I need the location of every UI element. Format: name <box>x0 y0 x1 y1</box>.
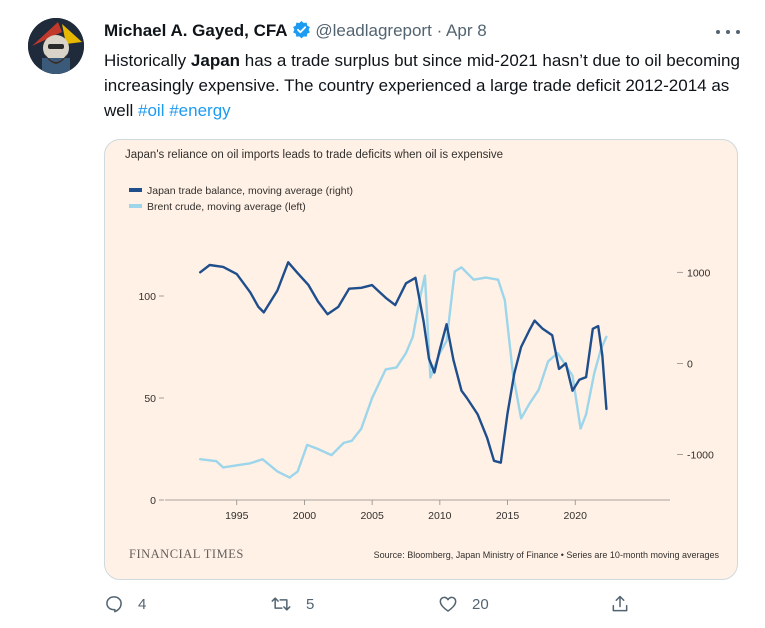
avatar[interactable] <box>28 18 84 74</box>
x-tick-label: 1995 <box>225 510 249 522</box>
tweet-header: Michael A. Gayed, CFA @leadlagreport · A… <box>104 20 487 44</box>
tweet-text: Historically Japan has a trade surplus b… <box>104 48 744 123</box>
y-right-tick-label: -1000 <box>687 449 714 461</box>
tweet-text-bold: Japan <box>190 51 241 70</box>
tweet-actions: 4 5 20 <box>104 594 744 618</box>
series-line-brent <box>199 266 608 479</box>
legend-swatch-trade <box>129 188 142 192</box>
author-name[interactable]: Michael A. Gayed, CFA <box>104 21 288 40</box>
tweet-text-part: has a trade surplus but since mid-2021 h… <box>104 51 740 120</box>
reply-button[interactable]: 4 <box>104 594 146 614</box>
author-handle[interactable]: @leadlagreport <box>315 21 432 40</box>
chart-title: Japan's reliance on oil imports leads to… <box>125 149 503 161</box>
share-icon <box>612 595 628 612</box>
legend-label-trade: Japan trade balance, moving average (rig… <box>147 185 353 197</box>
y-left-tick-label: 0 <box>150 495 156 507</box>
retweet-count: 5 <box>306 595 315 613</box>
chart-image-card[interactable]: Japan's reliance on oil imports leads to… <box>104 139 738 580</box>
y-left-tick-label: 50 <box>144 393 156 405</box>
x-tick-label: 2010 <box>428 510 452 522</box>
retweet-button[interactable]: 5 <box>270 594 314 614</box>
chart-source: Source: Bloomberg, Japan Ministry of Fin… <box>374 550 720 560</box>
x-tick-label: 2015 <box>496 510 520 522</box>
retweet-icon <box>271 597 291 611</box>
more-icon[interactable] <box>716 22 740 42</box>
x-tick-label: 2005 <box>360 510 384 522</box>
verified-badge-icon <box>292 20 311 44</box>
separator-dot: · <box>436 21 443 40</box>
y-right-tick-label: 0 <box>687 358 693 370</box>
reply-icon <box>106 596 122 613</box>
legend-label-brent: Brent crude, moving average (left) <box>147 201 306 213</box>
share-button[interactable] <box>610 594 644 614</box>
reply-count: 4 <box>138 595 147 613</box>
y-left-tick-label: 100 <box>138 291 156 303</box>
y-right-tick-label: 1000 <box>687 267 711 279</box>
hashtag-oil[interactable]: #oil <box>138 101 165 120</box>
like-count: 20 <box>472 595 489 613</box>
like-button[interactable]: 20 <box>438 594 489 614</box>
series-line-trade-balance <box>199 261 608 464</box>
chart: Japan's reliance on oil imports leads to… <box>125 149 720 561</box>
tweet-date[interactable]: Apr 8 <box>446 21 487 40</box>
x-tick-label: 2000 <box>293 510 317 522</box>
chart-footer-brand: FINANCIAL TIMES <box>129 547 244 561</box>
like-icon <box>439 596 457 612</box>
x-tick-label: 2020 <box>564 510 588 522</box>
tweet-text-part: Historically <box>104 51 191 70</box>
hashtag-energy[interactable]: #energy <box>169 101 231 120</box>
legend-swatch-brent <box>129 204 142 208</box>
